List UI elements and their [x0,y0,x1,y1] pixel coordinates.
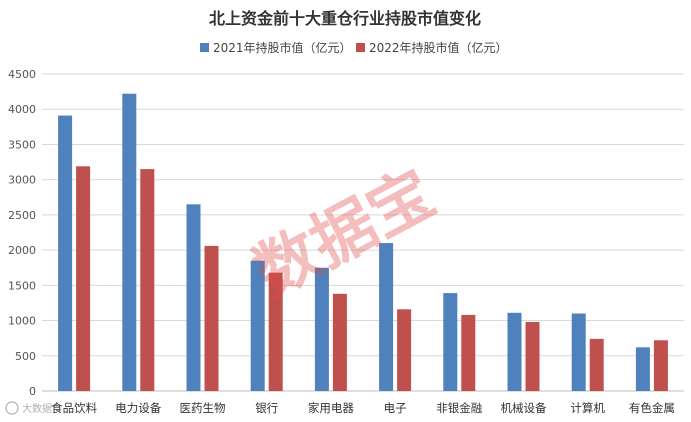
legend: 2021年持股市值（亿元） 2022年持股市值（亿元） [200,40,508,55]
bar-2022 [589,338,604,391]
y-tick-label: 3500 [8,138,36,151]
x-category-label: 电力设备 [115,401,161,415]
x-category-label: 机械设备 [501,401,547,415]
bar-2022 [140,169,155,391]
x-category-label: 银行 [255,401,278,415]
bar-2021 [186,204,201,391]
logo-text: 大数据 [22,402,52,415]
logo-icon [5,401,19,415]
legend-swatch-2022 [356,43,365,52]
x-category-label: 有色金属 [629,401,675,415]
x-category-label: 电子 [384,401,407,415]
x-category-label: 非银金融 [436,401,482,415]
x-category-label: 家用电器 [308,401,354,415]
bar-2022 [204,245,219,391]
y-tick-label: 4000 [8,103,36,116]
y-tick-label: 2000 [8,244,36,257]
y-axis-ticks: 0 500 1000 1500 2000 2500 3000 3500 4000 4500 [8,68,36,398]
x-category-label: 食品饮料 [51,401,97,415]
bar-2021 [379,243,394,391]
y-tick-label: 500 [15,350,36,363]
bar-2022 [653,340,668,391]
legend-label-2021: 2021年持股市值（亿元） [213,40,352,55]
bar-2021 [250,260,265,391]
y-tick-label: 0 [29,385,36,398]
bar-2021 [571,313,586,391]
bar-2021 [314,267,329,391]
x-category-label: 计算机 [570,401,605,415]
bar-2022 [332,293,347,391]
bar-2022 [397,309,412,391]
bar-2021 [122,93,137,392]
y-tick-label: 2500 [8,209,36,222]
bar-2022 [268,272,283,391]
x-category-label: 医药生物 [180,401,226,415]
chart-title: 北上资金前十大重仓行业持股市值变化 [209,9,481,28]
bar-2021 [635,347,650,391]
bar-2022 [525,321,540,391]
y-tick-label: 1500 [8,279,36,292]
y-tick-label: 4500 [8,68,36,81]
legend-label-2022: 2022年持股市值（亿元） [369,40,508,55]
logo: 大数据 [5,401,52,415]
bars [58,93,668,392]
bar-2022 [76,166,91,391]
y-tick-label: 1000 [8,315,36,328]
y-tick-label: 3000 [8,174,36,187]
bar-2021 [507,312,522,391]
bar-2021 [443,293,458,391]
x-axis-categories: 食品饮料 电力设备 医药生物 银行 家用电器 电子 非银金融 机械设备 计算机 有色金属 [51,401,675,415]
bar-2022 [461,314,476,391]
bar-2021 [58,115,73,391]
legend-swatch-2021 [200,43,209,52]
